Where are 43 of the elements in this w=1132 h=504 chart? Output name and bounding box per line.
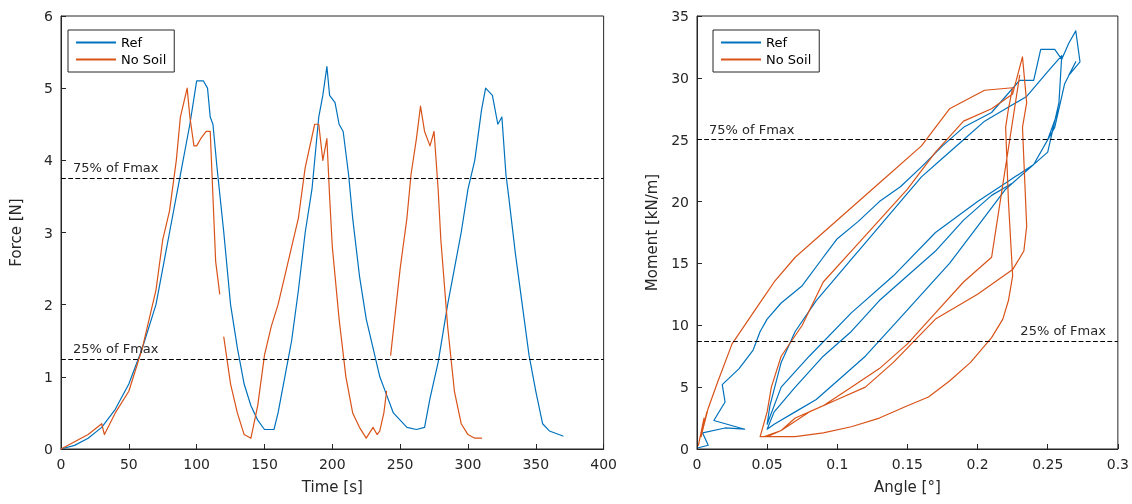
x-tick-label: 0.3 [1106, 456, 1129, 472]
y-tick-label: 3 [44, 224, 53, 241]
y-tick-label: 0 [44, 441, 53, 457]
ref-line-label: 75% of Fmax [73, 160, 159, 176]
y-tick-label: 35 [671, 8, 689, 24]
legend-label: Ref [766, 35, 788, 50]
y-tick-label: 0 [680, 441, 689, 457]
x-tick-label: 0.15 [891, 456, 924, 472]
ref-line-label: 75% of Fmax [709, 121, 795, 137]
y-tick-label: 10 [671, 317, 689, 334]
x-tick-label: 100 [183, 456, 211, 472]
x-tick-label: 250 [386, 456, 414, 472]
x-tick-label: 0.2 [966, 456, 989, 472]
ref-line-label: 25% of Fmax [1020, 322, 1107, 338]
x-tick-label: 200 [318, 456, 346, 472]
x-axis-title: Angle [°] [874, 477, 941, 496]
y-axis-title: Force [N] [6, 198, 25, 267]
legend-label: Ref [121, 35, 143, 50]
y-tick-label: 4 [44, 152, 54, 169]
y-tick-label: 30 [671, 69, 689, 86]
y-tick-label: 5 [680, 379, 689, 396]
x-tick-label: 0.25 [1032, 456, 1064, 472]
y-tick-label: 1 [44, 368, 53, 385]
y-axis-title: Moment [kN/m] [642, 173, 661, 292]
x-axis-title: Time [s] [300, 477, 363, 496]
line-series [60, 65, 564, 450]
x-tick-label: 350 [522, 456, 550, 472]
y-tick-label: 20 [671, 193, 689, 210]
legend-label: No Soil [766, 52, 812, 67]
x-tick-label: 150 [251, 456, 278, 472]
y-tick-label: 15 [671, 255, 689, 272]
x-tick-label: 300 [454, 456, 482, 472]
legend-label: No Soil [121, 52, 167, 67]
y-tick-label: 25 [671, 131, 689, 148]
y-tick-label: 5 [44, 80, 53, 97]
x-tick-label: 0 [692, 456, 702, 472]
y-tick-label: 6 [44, 8, 54, 24]
x-tick-label: 0 [56, 456, 66, 472]
x-tick-label: 50 [119, 456, 138, 472]
x-tick-label: 0.1 [826, 456, 849, 472]
x-tick-label: 0.05 [751, 456, 783, 472]
y-tick-label: 2 [44, 296, 53, 313]
x-tick-label: 400 [590, 456, 618, 472]
